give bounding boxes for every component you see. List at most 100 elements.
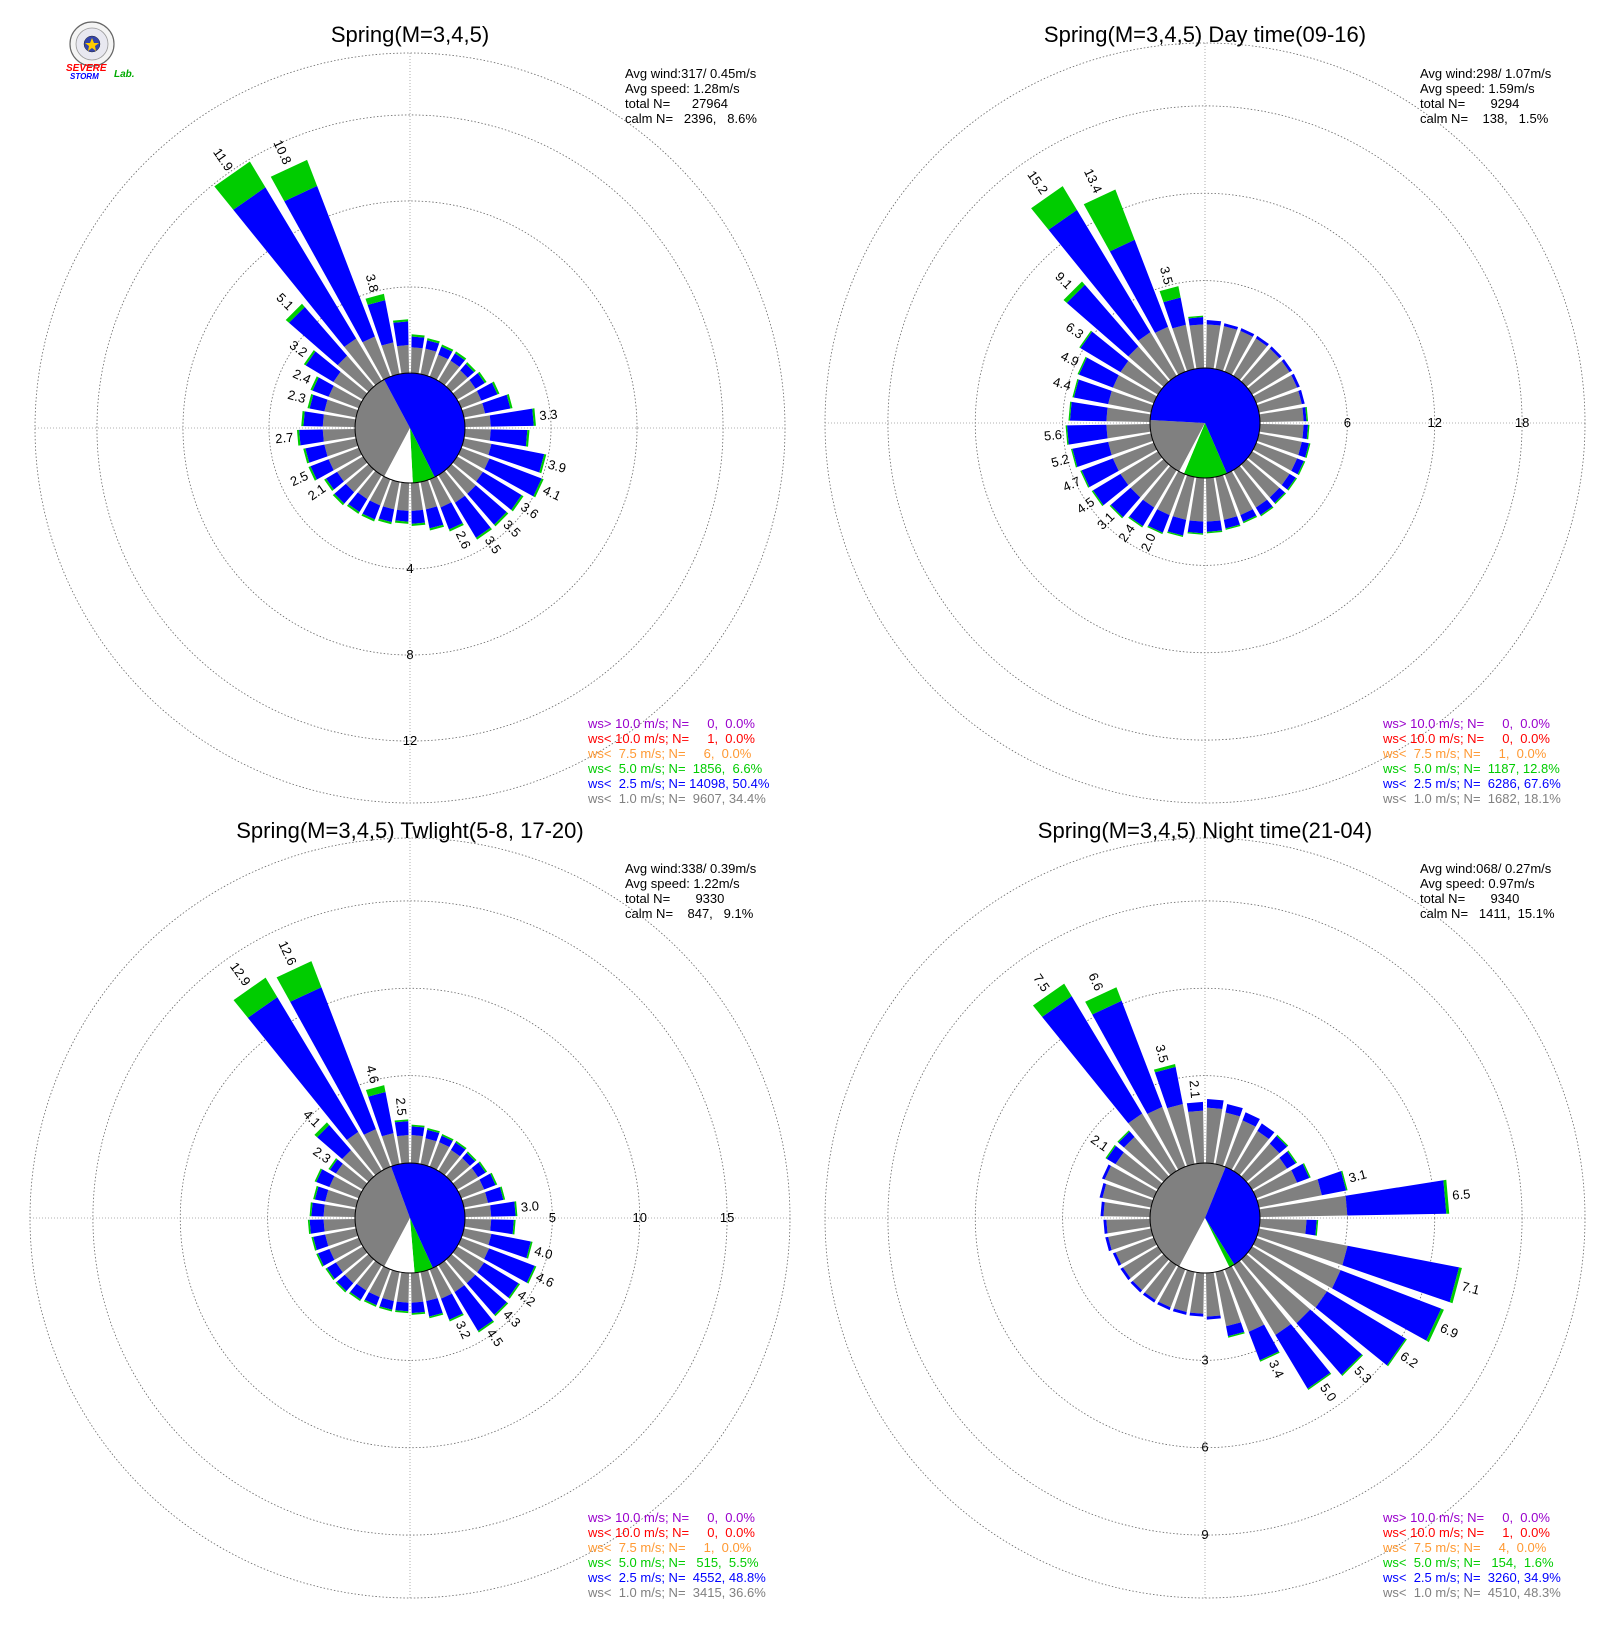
- petal-segment-lt25: [394, 1121, 409, 1137]
- petal-segment-lt5: [1259, 1351, 1280, 1362]
- legend-entry: ws< 7.5 m/s; N= 6, 0.0%: [587, 746, 752, 761]
- petal: 15.2: [1024, 168, 1177, 381]
- petal-segment-lt1: [1205, 1107, 1223, 1164]
- petal-segment-lt1: [1224, 1120, 1256, 1170]
- petal-segment-lt25: [1281, 473, 1296, 490]
- petal: [438, 1140, 467, 1176]
- petal-segment-lt5: [512, 1219, 516, 1235]
- petal-segment-lt5: [311, 1236, 317, 1251]
- petal: 3.0: [464, 1198, 540, 1218]
- petal-segment-lt1: [1247, 360, 1290, 395]
- ring: [887, 900, 1523, 1536]
- legend-entry: ws< 5.0 m/s; N= 1187, 12.8%: [1382, 761, 1560, 776]
- petal: [1247, 359, 1293, 395]
- legend-entry: ws> 10.0 m/s; N= 0, 0.0%: [1382, 716, 1550, 731]
- petal-segment-lt1: [1257, 1228, 1348, 1266]
- petal-segment-lt5: [441, 1134, 454, 1141]
- petal-segment-lt1: [462, 403, 486, 418]
- petal-segment-lt25: [1092, 473, 1129, 506]
- petal-segment-lt25: [1101, 1164, 1112, 1180]
- petal: [1205, 1272, 1221, 1320]
- petal-segment-lt1: [329, 1237, 362, 1260]
- petal-segment-lt25: [488, 1233, 531, 1259]
- petal-segment-lt25: [484, 1248, 535, 1283]
- petal-label: 6.3: [1063, 319, 1086, 342]
- petal: [458, 1172, 498, 1199]
- chart-title: Spring(M=3,4,5) Twlight(5-8, 17-20): [236, 818, 583, 843]
- petal: [410, 1124, 425, 1164]
- petal-segment-lt1: [464, 1218, 492, 1231]
- petal: [1112, 1237, 1157, 1266]
- stat-line: total N= 9294: [1420, 96, 1519, 111]
- petal-segment-lt5: [490, 1172, 498, 1186]
- logo-severe-text: SEVERE: [66, 63, 107, 74]
- petal-label: 4.6: [534, 1269, 557, 1290]
- petal: 12.6: [275, 938, 391, 1170]
- petal: [1253, 1163, 1311, 1199]
- petal-segment-lt1: [1205, 477, 1221, 522]
- petal-segment-lt1: [335, 1163, 368, 1190]
- petal-segment-lt5: [411, 1312, 426, 1315]
- petal-segment-lt5: [1260, 506, 1274, 517]
- petal-segment-lt1: [1215, 326, 1238, 371]
- petal: 4.4: [1052, 374, 1153, 413]
- petal: 4.6: [458, 1237, 557, 1290]
- petal-segment-lt25: [477, 1262, 519, 1298]
- ring: [887, 105, 1523, 741]
- petal-segment-lt25: [395, 509, 409, 522]
- petal-segment-lt5: [1167, 531, 1184, 538]
- petal-segment-lt5: [285, 303, 305, 323]
- petal-segment-lt25: [450, 1142, 466, 1157]
- petal-segment-lt25: [317, 1248, 335, 1266]
- petal-segment-lt1: [1257, 433, 1302, 456]
- petal: [1215, 1270, 1245, 1338]
- petal-segment-lt25: [1296, 1309, 1362, 1375]
- petal-segment-lt1: [1106, 407, 1151, 423]
- ring: [96, 114, 724, 742]
- petal-segment-lt1: [1142, 465, 1177, 508]
- petal: 5.1: [273, 290, 374, 392]
- petal-label: 4.2: [515, 1287, 538, 1310]
- petal-segment-lt25: [1081, 458, 1119, 488]
- petal-segment-lt25: [454, 1285, 493, 1332]
- outer-ring: [824, 42, 1586, 804]
- petal-segment-lt1: [1233, 1130, 1269, 1176]
- petal-segment-lt25: [1109, 239, 1169, 333]
- petal-segment-lt5: [1443, 1179, 1450, 1214]
- petal-segment-lt5: [1274, 492, 1287, 505]
- petal: [458, 381, 500, 409]
- petal: [1101, 1164, 1157, 1199]
- petal-segment-lt5: [214, 161, 266, 210]
- petal-segment-lt5: [365, 293, 386, 305]
- petal-segment-lt25: [309, 394, 328, 412]
- petal-segment-lt5: [411, 334, 425, 338]
- legend-entry: ws> 10.0 m/s; N= 0, 0.0%: [587, 716, 755, 731]
- petal-segment-lt5: [511, 495, 524, 512]
- petal-label: 6.5: [1452, 1186, 1471, 1203]
- windrose-panel-3: Spring(M=3,4,5) Twlight(5-8, 17-20) 5 10 15…: [29, 818, 791, 1600]
- petal-segment-lt5: [1117, 1130, 1130, 1143]
- petal-segment-lt5: [395, 520, 409, 524]
- petal-label: 2.1: [1187, 1080, 1204, 1099]
- petal-segment-lt5: [378, 518, 392, 525]
- petal: [429, 1134, 454, 1170]
- petal-label: 4.6: [363, 1064, 382, 1085]
- petal-segment-lt25: [450, 353, 465, 367]
- petal-segment-lt1: [1112, 442, 1157, 471]
- legend-entry: ws< 10.0 m/s; N= 1, 0.0%: [587, 731, 755, 746]
- petal: [1224, 1112, 1260, 1170]
- petal: 3.3: [464, 407, 558, 428]
- petal-segment-lt25: [439, 1135, 453, 1147]
- petal: [1241, 1134, 1289, 1182]
- petal-segment-lt1: [322, 428, 356, 442]
- ring: [182, 200, 638, 656]
- petal-segment-lt1: [362, 336, 391, 380]
- petal-segment-lt25: [310, 459, 334, 480]
- petal-segment-lt25: [1332, 1270, 1442, 1341]
- petal-label: 4.1: [541, 482, 564, 503]
- petal-segment-lt1: [1106, 423, 1151, 439]
- petal-segment-lt1: [322, 414, 356, 428]
- petal-segment-lt5: [316, 1253, 324, 1267]
- petal: [410, 482, 426, 526]
